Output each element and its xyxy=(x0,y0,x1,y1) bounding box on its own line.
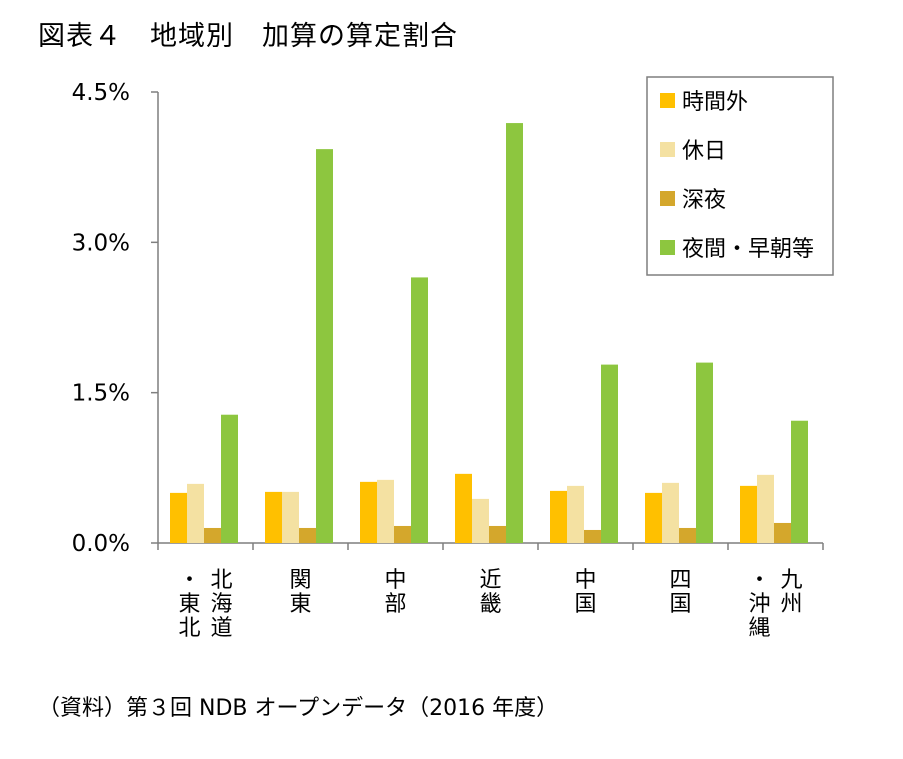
bar xyxy=(567,485,584,543)
category-label-char: 近 xyxy=(479,568,501,593)
category-label-char: 道 xyxy=(210,616,232,641)
category-label-char: 四 xyxy=(669,568,691,593)
bar xyxy=(601,364,618,543)
bar xyxy=(299,527,316,543)
bar xyxy=(740,485,757,543)
legend-swatch xyxy=(660,240,675,255)
y-tick-label: 0.0% xyxy=(72,531,130,557)
category-label-char: 国 xyxy=(574,592,596,617)
bar xyxy=(584,529,601,543)
bar xyxy=(774,522,791,543)
bar xyxy=(506,123,523,544)
bar xyxy=(696,362,713,543)
legend-box xyxy=(646,76,834,276)
category-label-char: 中 xyxy=(384,568,406,593)
category-label-char: 関 xyxy=(289,568,311,593)
chart-title: 図表４ 地域別 加算の算定割合 xyxy=(38,21,458,52)
category-label-char: ・ xyxy=(748,568,770,593)
legend-label: 深夜 xyxy=(682,188,726,213)
bar xyxy=(662,482,679,543)
category-label-char: ・ xyxy=(178,568,200,593)
legend-label: 休日 xyxy=(682,139,726,164)
bar xyxy=(316,149,333,544)
category-label-char: 北 xyxy=(210,568,232,593)
category-label-char: 国 xyxy=(669,592,691,617)
category-label-char: 九 xyxy=(780,568,802,593)
category-label-char: 沖 xyxy=(748,592,770,617)
y-tick-label: 1.5% xyxy=(72,381,130,407)
bar xyxy=(679,527,696,543)
legend-label: 夜間・早朝等 xyxy=(682,237,814,262)
y-tick-label: 3.0% xyxy=(72,230,130,256)
category-label-char: 畿 xyxy=(479,592,501,617)
bar xyxy=(472,498,489,543)
category-label-char: 中 xyxy=(574,568,596,593)
bar xyxy=(377,479,394,543)
bar xyxy=(455,473,472,543)
bar xyxy=(360,481,377,543)
bar xyxy=(282,491,299,543)
bar xyxy=(394,525,411,543)
category-label-char: 縄 xyxy=(748,616,770,641)
category-label-char: 部 xyxy=(384,592,406,617)
bars xyxy=(170,123,808,544)
legend-label: 時間外 xyxy=(682,90,748,115)
y-tick-labels: 0.0% 1.5% 3.0% 4.5% xyxy=(72,80,130,557)
bar xyxy=(411,277,428,543)
category-label-char: 東 xyxy=(178,592,200,617)
bar xyxy=(221,414,238,543)
category-label-char: 北 xyxy=(178,616,200,641)
bar xyxy=(265,491,282,543)
bar xyxy=(489,525,506,543)
category-label-char: 東 xyxy=(289,592,311,617)
bar xyxy=(204,527,221,543)
bar xyxy=(170,492,187,543)
category-label-char: 海 xyxy=(210,592,232,617)
bar xyxy=(645,492,662,543)
bar xyxy=(757,474,774,543)
legend-swatch xyxy=(660,93,675,108)
legend-swatch xyxy=(660,142,675,157)
y-tick-label: 4.5% xyxy=(72,80,130,106)
legend-swatch xyxy=(660,191,675,206)
category-label-char: 州 xyxy=(780,592,802,617)
bar xyxy=(187,483,204,543)
bar xyxy=(791,420,808,543)
bar xyxy=(550,490,567,543)
source-note: （資料）第３回 NDB オープンデータ（2016 年度） xyxy=(38,696,559,721)
